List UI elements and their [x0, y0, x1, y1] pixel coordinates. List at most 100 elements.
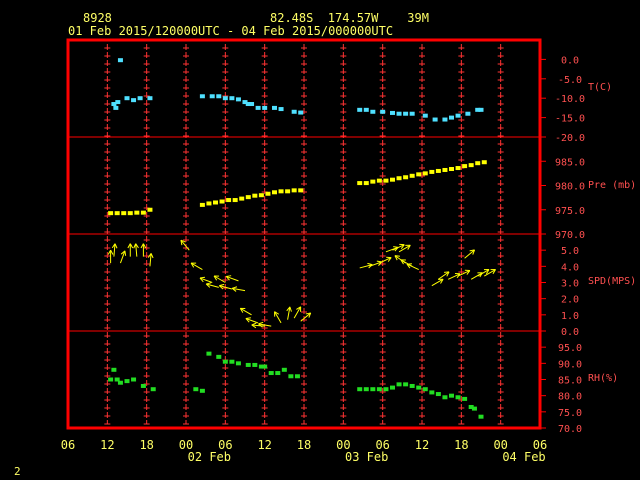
- wind-arrow: [406, 263, 419, 271]
- data-point: [455, 395, 461, 400]
- data-point: [127, 211, 133, 216]
- x-tick-label: 18: [139, 438, 153, 452]
- wind-arrow: [199, 277, 213, 283]
- y-tick-label: 970.0: [555, 230, 585, 241]
- data-point: [108, 211, 114, 216]
- x-tick-label: 06: [218, 438, 232, 452]
- data-point: [147, 207, 153, 212]
- data-point: [113, 105, 119, 110]
- y-tick-label: 985.0: [555, 157, 585, 168]
- wind-arrow-head: [140, 243, 144, 249]
- data-point: [245, 195, 251, 200]
- data-point: [222, 96, 228, 101]
- data-point: [272, 190, 277, 195]
- data-point: [478, 414, 484, 419]
- wind-arrow: [464, 249, 475, 259]
- wind-arrow: [113, 243, 116, 257]
- wind-arrow: [135, 243, 138, 257]
- data-point: [298, 110, 304, 115]
- data-point: [370, 109, 376, 114]
- data-point: [478, 107, 484, 112]
- data-point: [432, 117, 438, 122]
- data-point: [403, 382, 409, 387]
- data-point: [199, 202, 205, 207]
- wind-arrow-head: [469, 249, 475, 252]
- data-point: [468, 163, 474, 168]
- data-point: [255, 105, 261, 110]
- wind-arrow: [190, 262, 203, 270]
- data-point: [199, 94, 205, 99]
- y-tick-label: 5.0: [561, 246, 579, 257]
- data-point: [471, 406, 477, 411]
- y-tick-label: 90.0: [558, 359, 582, 370]
- data-point: [275, 371, 281, 376]
- wind-arrow-head: [190, 262, 195, 268]
- wind-arrow-head: [150, 253, 154, 259]
- wind-arrow-head: [111, 243, 116, 249]
- data-point: [235, 361, 241, 366]
- wind-arrow-head: [400, 244, 405, 249]
- data-point: [150, 387, 156, 392]
- data-point: [363, 107, 369, 112]
- wind-arrow-head: [446, 271, 450, 277]
- data-point: [383, 387, 389, 392]
- data-point: [429, 390, 435, 395]
- wind-arrow: [398, 244, 411, 253]
- wind-arrow-head: [205, 283, 211, 288]
- data-point: [390, 110, 395, 115]
- wind-arrow: [300, 312, 312, 322]
- data-point: [449, 115, 454, 120]
- data-point: [258, 364, 264, 369]
- station-location: 82.48S 174.57W 39M: [270, 11, 429, 25]
- data-point: [442, 117, 448, 122]
- wind-arrow-head: [406, 263, 411, 269]
- data-point: [226, 198, 232, 203]
- wind-arrow: [219, 285, 233, 290]
- data-point: [403, 111, 409, 116]
- data-point: [111, 367, 117, 372]
- data-point: [229, 359, 235, 364]
- data-point: [262, 364, 268, 369]
- y-tick-label: -15.0: [555, 114, 585, 125]
- data-point: [416, 172, 422, 177]
- y-tick-label: 0.0: [561, 55, 579, 66]
- x-tick-label: 06: [533, 438, 547, 452]
- data-point: [108, 377, 114, 382]
- wind-arrow: [149, 253, 152, 267]
- wind-arrow: [438, 271, 450, 280]
- data-point: [265, 191, 271, 196]
- data-point: [422, 171, 428, 176]
- panel-label: Pre (mb): [588, 180, 636, 191]
- wind-arrow-head: [367, 262, 373, 266]
- wind-arrow: [226, 275, 239, 282]
- x-tick-label: 12: [257, 438, 271, 452]
- wind-arrow-head: [107, 249, 112, 255]
- data-point: [242, 100, 248, 105]
- data-point: [475, 161, 481, 166]
- data-point: [229, 96, 235, 101]
- wind-arrow-head: [274, 311, 280, 315]
- data-point: [117, 380, 123, 385]
- data-point: [131, 98, 137, 103]
- data-point: [370, 179, 376, 184]
- wind-arrow-head: [492, 269, 496, 275]
- data-point: [140, 383, 146, 388]
- data-point: [357, 181, 363, 186]
- wind-arrow-head: [147, 253, 152, 258]
- wind-arrow: [180, 239, 190, 251]
- wind-arrow-head: [135, 243, 139, 249]
- y-tick-label: 980.0: [555, 182, 585, 193]
- x-tick-label: 18: [297, 438, 311, 452]
- data-point: [114, 377, 120, 382]
- data-point: [363, 387, 369, 392]
- x-tick-label: 00: [493, 438, 507, 452]
- data-point: [403, 175, 409, 180]
- x-tick-label: 06: [375, 438, 389, 452]
- wind-arrow-head: [120, 250, 126, 255]
- data-point: [291, 188, 297, 193]
- y-tick-label: 1.0: [561, 311, 579, 322]
- panel-label: SPD(MPS): [588, 276, 636, 287]
- wind-arrow-head: [180, 239, 186, 243]
- wind-arrow-head: [226, 275, 232, 277]
- data-point: [199, 388, 205, 393]
